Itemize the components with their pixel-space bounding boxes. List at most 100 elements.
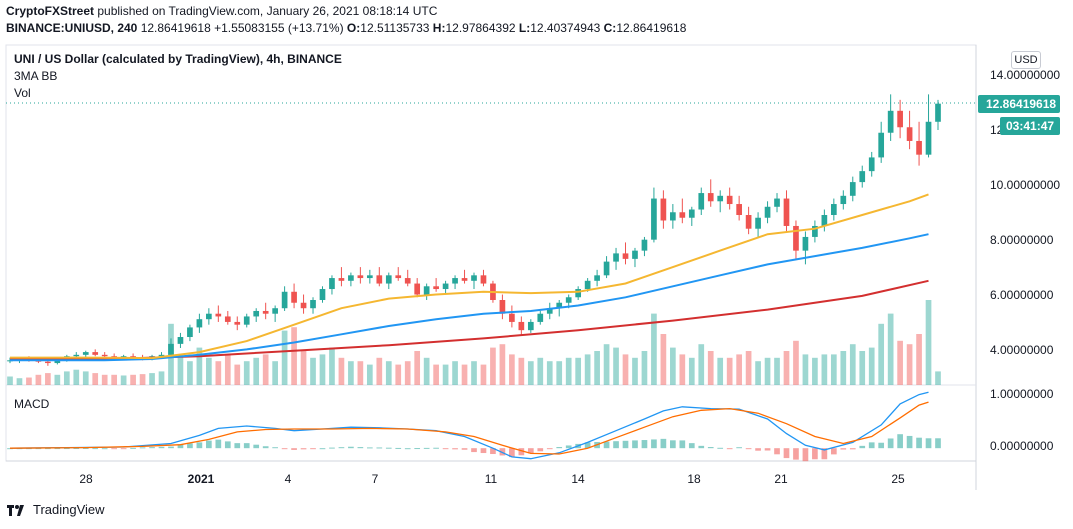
volume-bar bbox=[82, 371, 89, 385]
candle-body bbox=[234, 321, 241, 325]
histogram-bar bbox=[632, 440, 638, 449]
volume-bar bbox=[120, 375, 127, 385]
last-price-badge bbox=[978, 95, 1060, 113]
candle-body bbox=[357, 275, 364, 279]
candle-body bbox=[859, 171, 866, 183]
histogram-bar bbox=[887, 438, 894, 449]
candle-body bbox=[158, 354, 165, 357]
candle-body bbox=[509, 313, 515, 322]
volume-bar bbox=[556, 361, 563, 385]
candle-body bbox=[556, 302, 563, 309]
histogram-bar bbox=[802, 448, 809, 462]
candle-body bbox=[452, 278, 458, 284]
volume-bar bbox=[54, 374, 61, 385]
histogram-bar bbox=[688, 443, 695, 449]
candle-body bbox=[206, 313, 212, 320]
histogram-bar bbox=[613, 441, 619, 449]
histogram-bar bbox=[7, 448, 13, 450]
time-label: 18 bbox=[687, 472, 701, 486]
candle-body bbox=[45, 361, 51, 364]
candle-body bbox=[319, 289, 326, 300]
volume-bar bbox=[527, 361, 534, 385]
volume-bar bbox=[177, 354, 184, 385]
volume-bar bbox=[366, 364, 373, 385]
indicator-vol-label[interactable]: Vol bbox=[14, 86, 31, 100]
histogram-bar bbox=[726, 448, 733, 450]
volume-bar bbox=[660, 334, 667, 385]
volume-bar bbox=[641, 351, 648, 385]
volume-bar bbox=[414, 351, 421, 385]
volume-bar bbox=[613, 347, 619, 385]
volume-bar bbox=[442, 364, 449, 385]
candle-body bbox=[73, 354, 80, 357]
histogram-bar bbox=[329, 447, 335, 449]
candle-body bbox=[868, 157, 875, 172]
indicator-macd-label[interactable]: MACD bbox=[14, 397, 50, 411]
last-price-badge-text: 12.86419618 bbox=[986, 97, 1056, 111]
volume-bar bbox=[139, 374, 146, 385]
candle-body bbox=[925, 121, 932, 155]
volume-bar bbox=[385, 361, 392, 385]
candle-body bbox=[897, 110, 903, 128]
candle-body bbox=[632, 250, 638, 259]
volume-bar bbox=[906, 344, 913, 385]
volume-bar bbox=[471, 361, 477, 385]
candle-body bbox=[546, 308, 553, 314]
candles bbox=[7, 94, 941, 366]
countdown-badge-text: 03:41:47 bbox=[1006, 119, 1054, 133]
histogram-bar bbox=[556, 447, 563, 449]
currency-button[interactable]: USD bbox=[1011, 51, 1041, 69]
time-label: 7 bbox=[372, 472, 379, 486]
histogram-bar bbox=[906, 435, 913, 449]
histogram-bar bbox=[253, 444, 260, 449]
volume-bar bbox=[433, 364, 439, 385]
footer-brand[interactable]: TradingView bbox=[6, 502, 105, 517]
candle-body bbox=[224, 316, 231, 322]
open-label: O: bbox=[346, 21, 361, 35]
candle-body bbox=[366, 275, 373, 279]
publisher-name[interactable]: CryptoFXStreet bbox=[6, 4, 95, 18]
histogram-bar bbox=[168, 446, 174, 449]
volume-bar bbox=[376, 357, 383, 385]
candle-body bbox=[660, 198, 667, 221]
volume-bar bbox=[717, 357, 724, 385]
histogram-bar bbox=[471, 448, 477, 453]
price-tick: 8.00000000 bbox=[990, 233, 1054, 247]
volume-bar bbox=[509, 354, 515, 385]
macd-tick: 1.00000000 bbox=[990, 387, 1054, 401]
histogram-bar bbox=[357, 447, 364, 449]
candle-body bbox=[338, 278, 345, 281]
candle-body bbox=[518, 321, 525, 331]
candle-body bbox=[376, 275, 383, 284]
candle-body bbox=[395, 275, 402, 279]
volume-bar bbox=[101, 374, 108, 385]
histogram-bar bbox=[821, 448, 828, 460]
histogram-bar bbox=[196, 442, 203, 449]
histogram-bar bbox=[177, 444, 184, 449]
candle-body bbox=[698, 193, 705, 210]
volume-bar bbox=[234, 364, 241, 385]
histogram-bar bbox=[310, 448, 316, 450]
candle-body bbox=[726, 195, 733, 205]
volume-bar bbox=[7, 376, 13, 385]
histogram-bar bbox=[546, 448, 553, 450]
candle-body bbox=[101, 354, 108, 357]
histogram-bar bbox=[849, 448, 856, 450]
candle-body bbox=[243, 316, 250, 325]
candle-body bbox=[168, 343, 174, 355]
price-tick: 10.00000000 bbox=[990, 178, 1060, 192]
candle-body bbox=[613, 253, 619, 262]
low-label: L: bbox=[518, 21, 531, 35]
publish-line: CryptoFXStreet published on TradingView.… bbox=[6, 4, 437, 18]
histogram-bar bbox=[452, 448, 458, 450]
volume-bar bbox=[16, 378, 23, 385]
candle-body bbox=[272, 308, 278, 314]
candle-body bbox=[584, 280, 591, 290]
histogram-bar bbox=[878, 442, 885, 449]
histogram-bar bbox=[111, 448, 118, 450]
volume-bar bbox=[849, 344, 856, 385]
indicator-bb-label[interactable]: 3MA BB bbox=[14, 69, 58, 83]
histogram-bar bbox=[54, 448, 61, 450]
histogram-bar bbox=[480, 448, 487, 454]
